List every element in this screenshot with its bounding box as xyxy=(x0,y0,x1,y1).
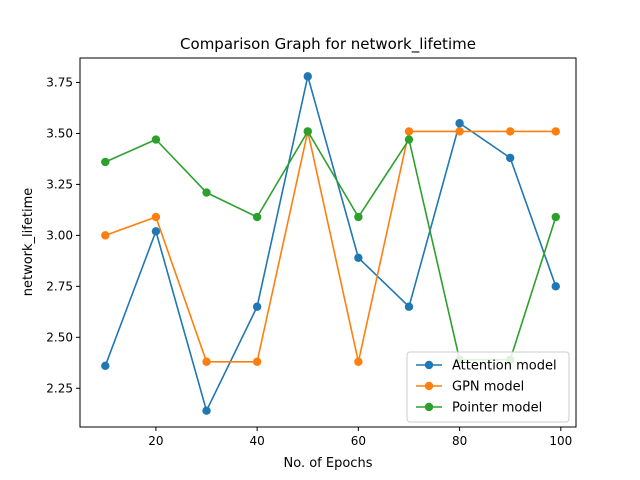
data-point xyxy=(354,212,363,222)
y-axis-label: network_lifetime xyxy=(21,188,36,296)
data-point xyxy=(101,361,110,371)
y-tick-label: 2.25 xyxy=(46,381,73,395)
plot-area: 20 40 60 80 100 2.25 2.50 2.75 3.00 3.25 3.50 3.75 xyxy=(46,57,577,448)
series-line-3 xyxy=(104,130,557,361)
legend-entry: Attention model xyxy=(452,359,557,374)
data-point xyxy=(455,119,464,128)
x-tick-label: 80 xyxy=(452,434,467,448)
x-tick-label: 100 xyxy=(549,434,572,448)
x-tick-label: 40 xyxy=(250,434,265,448)
x-tick-label: 60 xyxy=(351,434,366,448)
axes-frame xyxy=(79,57,577,428)
series-line-2 xyxy=(105,130,556,363)
data-point xyxy=(151,212,161,222)
data-point xyxy=(202,357,211,366)
data-point xyxy=(101,231,110,240)
data-point xyxy=(354,253,363,262)
y-tick-label: 3.75 xyxy=(46,75,73,89)
data-point xyxy=(202,188,211,197)
series-line-1 xyxy=(104,75,557,412)
data-point xyxy=(404,302,414,311)
data-point xyxy=(506,153,515,163)
data-point xyxy=(202,406,211,415)
y-tick-label: 3.25 xyxy=(46,177,73,191)
data-point xyxy=(252,212,262,222)
data-point xyxy=(303,72,312,81)
legend-swatch-marker xyxy=(424,402,434,412)
data-point xyxy=(551,127,560,136)
legend-entry: GPN model xyxy=(452,380,524,395)
data-point xyxy=(354,357,363,366)
y-tick-label: 2.50 xyxy=(46,330,73,344)
data-point xyxy=(252,302,262,311)
legend: Attention model GPN model Pointer model xyxy=(406,351,570,423)
data-point xyxy=(151,227,161,236)
data-point xyxy=(303,127,312,136)
y-tick-label: 2.75 xyxy=(46,279,73,293)
data-point xyxy=(506,127,515,136)
x-axis-label: No. of Epochs xyxy=(284,456,373,471)
x-tick-label: 20 xyxy=(148,434,163,448)
data-point xyxy=(404,127,414,136)
data-point xyxy=(404,135,414,144)
legend-box xyxy=(406,351,570,423)
data-point xyxy=(551,282,560,291)
legend-swatch-marker xyxy=(424,360,434,370)
data-point xyxy=(252,357,262,366)
data-point xyxy=(551,212,560,222)
legend-swatch-marker xyxy=(424,381,434,391)
y-tick-label: 3.50 xyxy=(46,126,73,140)
data-point xyxy=(455,127,464,136)
legend-entry: Pointer model xyxy=(452,401,542,416)
y-tick-label: 3.00 xyxy=(46,228,73,242)
chart-title: Comparison Graph for network_lifetime xyxy=(180,35,476,54)
data-point xyxy=(101,157,110,167)
data-point xyxy=(151,135,161,144)
